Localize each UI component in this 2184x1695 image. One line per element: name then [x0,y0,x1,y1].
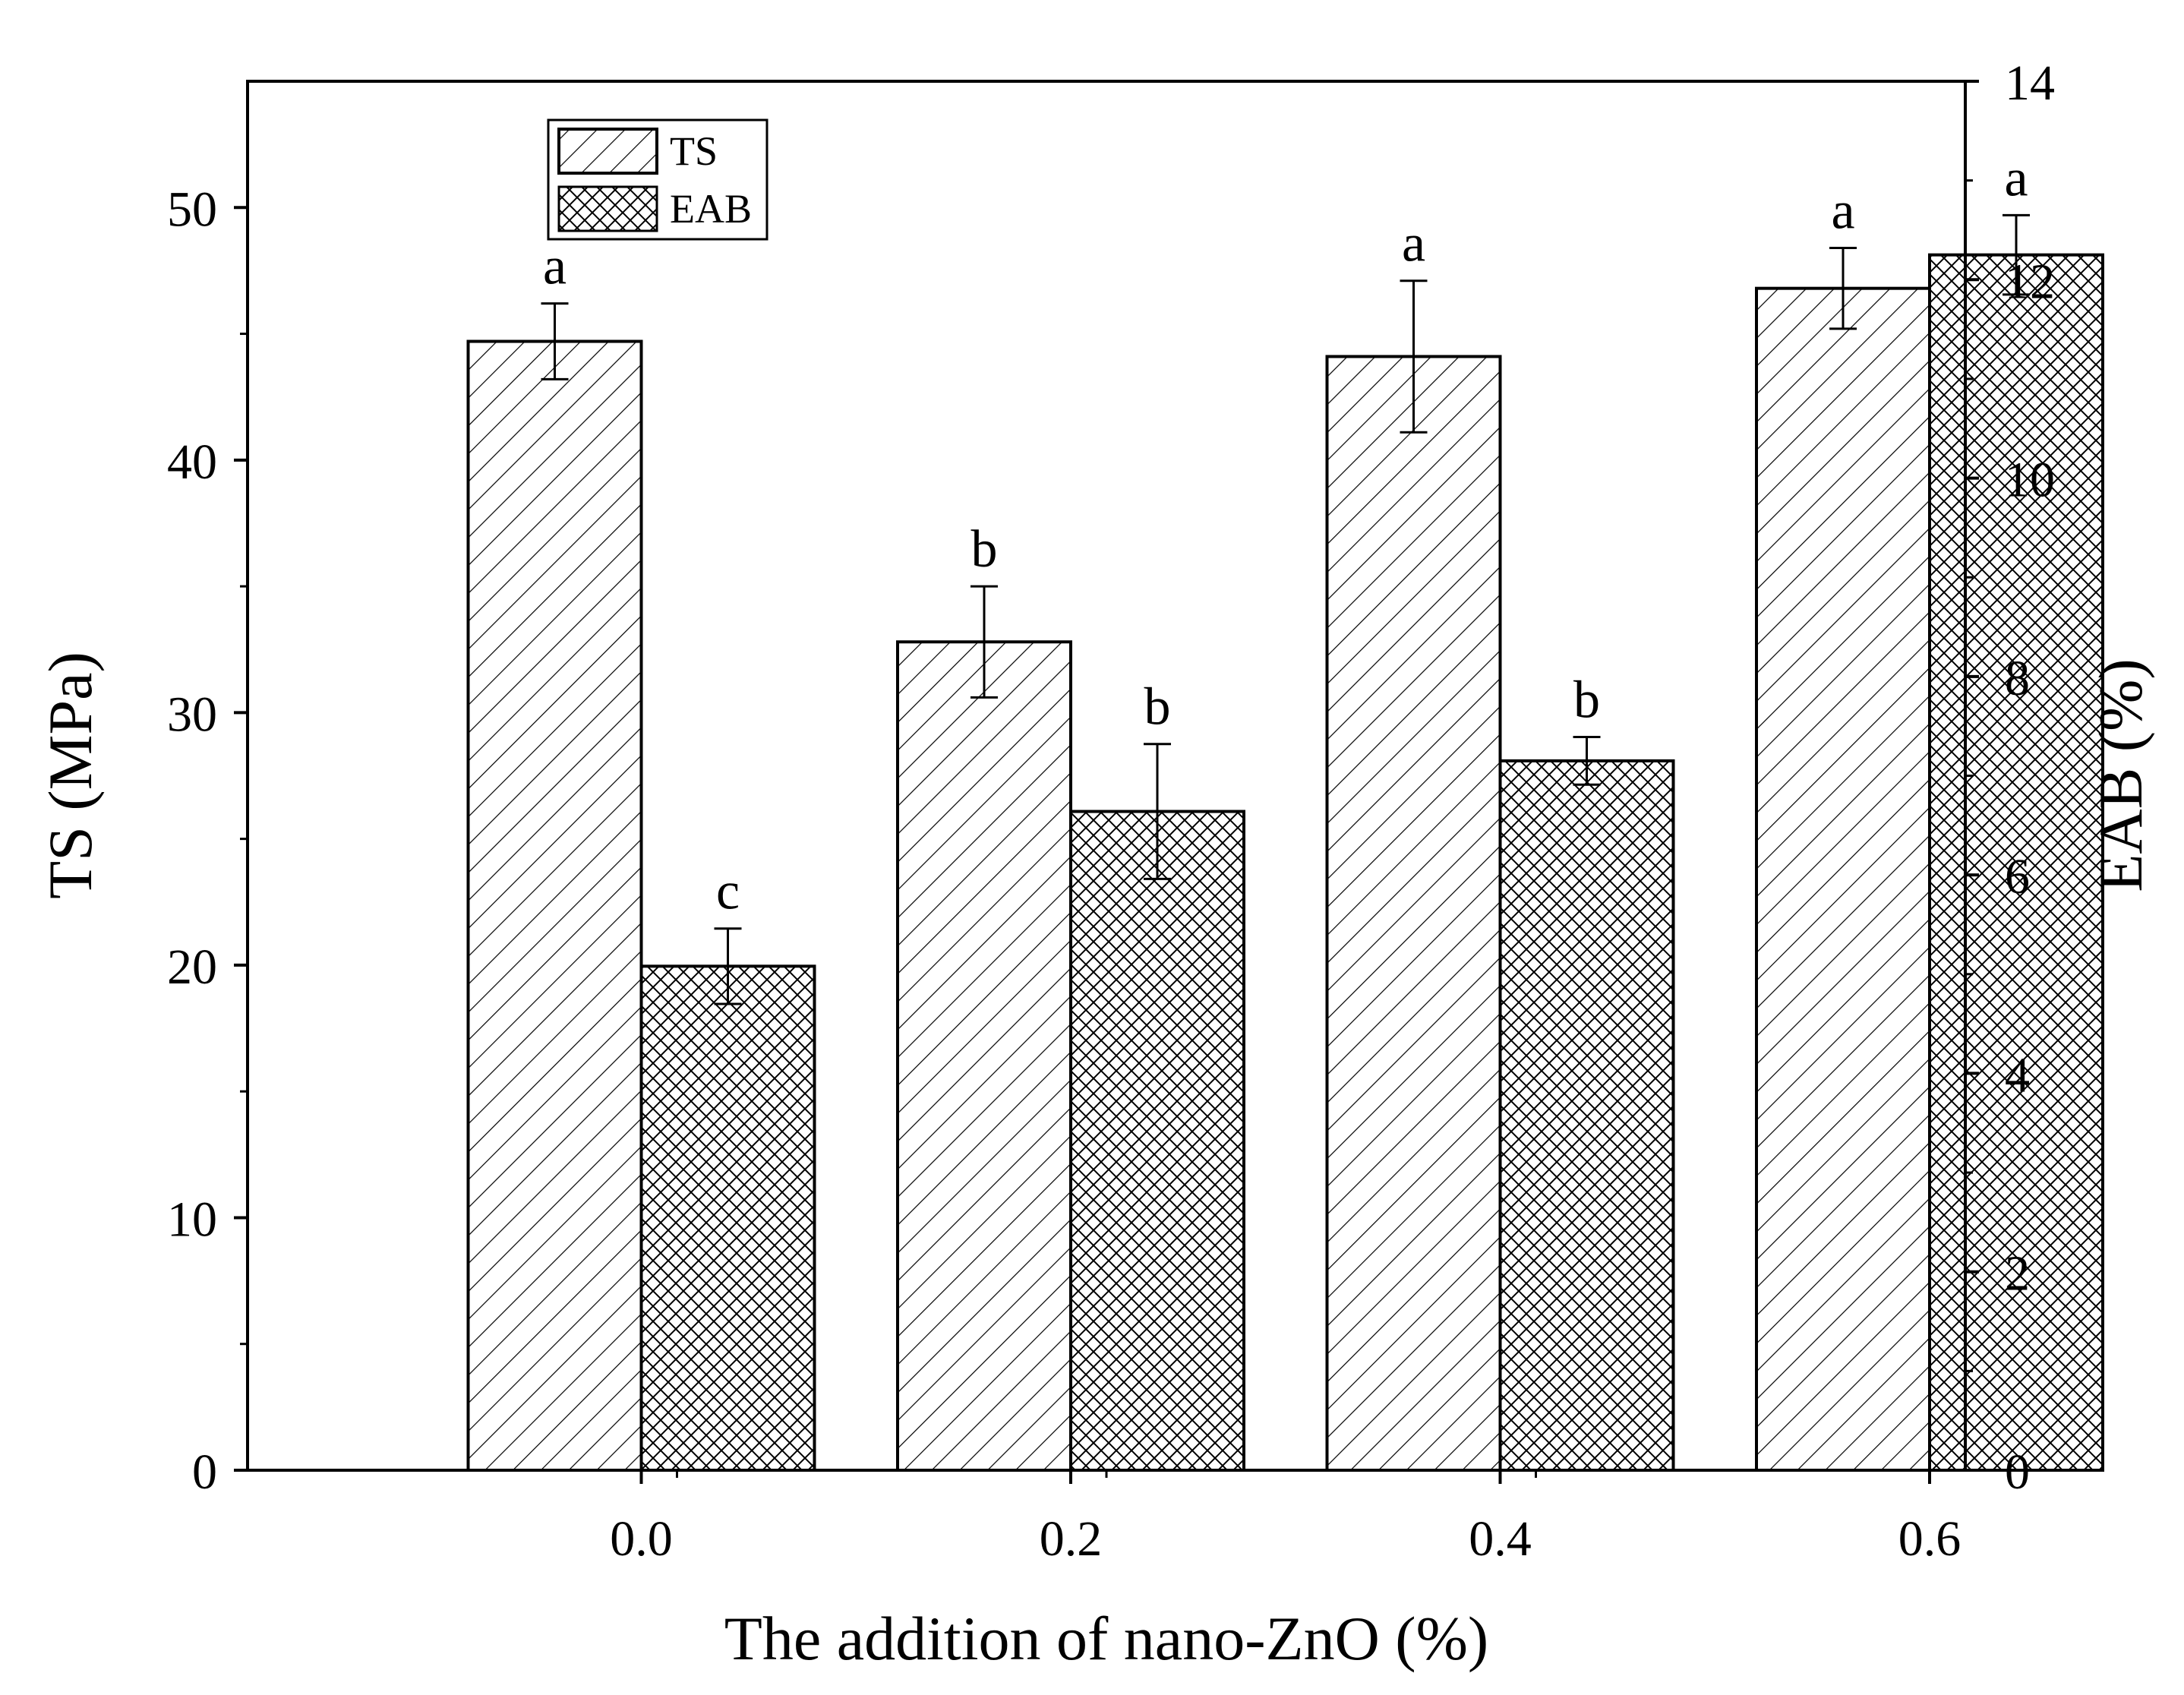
plot-area: a c 0.0 b b 0.2 a b 0.4 a a 0.6 0 10 20 30 40 50 0 2 4 6 8 10 12… [167,55,2104,1567]
plot-frame [246,80,1967,1472]
y-axis-title-left: TS (MPa) [36,652,105,899]
bar-ts-0.4 [1325,355,1502,1472]
bar-ts-0.2 [896,640,1072,1472]
significance-letter-eab-0.0: c [716,863,740,921]
x-tick-label-0.2: 0.2 [1040,1511,1103,1567]
x-tick-label-0.0: 0.0 [610,1511,673,1567]
significance-letter-eab-0.6: a [2004,149,2028,207]
y-tick-label-right-10: 10 [2005,453,2055,508]
significance-letter-ts-0.4: a [1402,215,1425,273]
legend: TS EAB [547,118,769,241]
y-tick-label-right-12: 12 [2005,254,2055,309]
significance-letter-eab-0.2: b [1144,678,1171,737]
significance-letter-eab-0.4: b [1573,671,1600,730]
bar-eab-0.2 [1069,810,1245,1472]
x-tick-label-0.6: 0.6 [1898,1511,1961,1567]
legend-swatch-eab [557,185,658,232]
legend-label-ts: TS [670,128,718,174]
bar-ts-0.6 [1755,286,1931,1472]
bar-eab-0.6 [1928,253,2104,1472]
y-tick-label-right-4: 4 [2005,1047,2030,1103]
y-tick-label-right-14: 14 [2005,55,2055,111]
y-tick-label-left-10: 10 [167,1192,217,1247]
y-tick-label-right-8: 8 [2005,651,2030,706]
x-axis-title: The addition of nano-ZnO (%) [724,1604,1488,1673]
legend-label-eab: EAB [670,186,752,232]
y-tick-label-right-0: 0 [2005,1444,2030,1500]
y-tick-label-left-20: 20 [167,939,217,995]
y-tick-label-right-6: 6 [2005,849,2030,904]
y-tick-label-right-2: 2 [2005,1246,2030,1302]
bar-eab-0.0 [639,964,816,1472]
y-tick-label-left-40: 40 [167,434,217,490]
y-tick-label-left-50: 50 [167,181,217,237]
significance-letter-ts-0.6: a [1831,181,1854,240]
x-tick-label-0.4: 0.4 [1469,1511,1532,1567]
y-tick-label-left-0: 0 [192,1444,217,1500]
y-axis-title-right: EAB (%) [2086,658,2155,892]
y-tick-label-left-30: 30 [167,687,217,742]
bar-ts-0.0 [466,339,643,1472]
legend-swatch-ts [557,128,658,175]
bar-eab-0.4 [1498,759,1675,1472]
significance-letter-ts-0.0: a [543,238,567,296]
significance-letter-ts-0.2: b [971,520,998,579]
